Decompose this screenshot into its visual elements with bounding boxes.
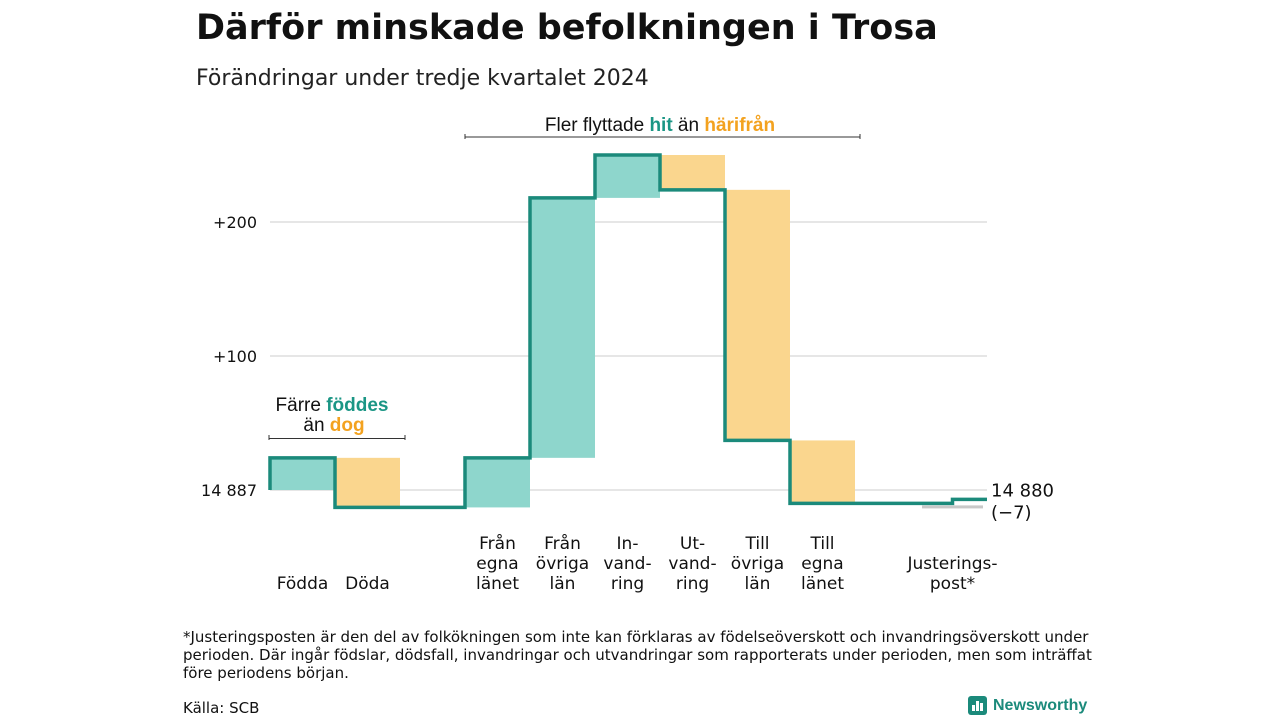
x-category-label: Födda	[277, 574, 329, 594]
x-category-label-line: Födda	[277, 574, 329, 594]
annotation-text-part: föddes	[326, 395, 388, 416]
end-value-label: 14 880	[991, 480, 1054, 501]
x-category-label-line: egna	[476, 554, 518, 574]
bar-in	[530, 197, 595, 458]
bar-in	[595, 155, 660, 198]
bar-adjustment	[922, 505, 983, 509]
x-category-label: In-vand-ring	[603, 534, 651, 594]
annotation-text-part: hit	[649, 115, 673, 136]
x-category-label: Till övriga län	[731, 534, 784, 594]
bar-out	[725, 189, 790, 441]
cumulative-step-line	[268, 153, 987, 510]
bar-in	[465, 457, 530, 508]
annotation-migration-bracket	[464, 134, 861, 139]
end-change-label: (−7)	[991, 502, 1032, 523]
annotation-text-part: dog	[330, 415, 365, 436]
x-category-label-line: Från	[544, 533, 581, 554]
annotation-birth-bracket	[268, 435, 406, 440]
brand-logo: Newsworthy	[968, 696, 1087, 715]
x-category-label-line: Till	[744, 534, 769, 554]
bar-out	[335, 457, 400, 508]
x-category-label-line: vand-	[668, 554, 716, 574]
x-category-label-line: övriga	[731, 554, 784, 574]
annotation-text-part: än	[673, 115, 705, 136]
annotation-birth-line2: än dog	[303, 415, 364, 436]
annotation-birth-line1: Färre föddes	[276, 395, 389, 416]
brand-name: Newsworthy	[993, 696, 1088, 714]
x-category-label: Från egna länet	[476, 533, 519, 594]
x-category-label-line: Till	[809, 534, 834, 554]
x-category-label-line: ring	[676, 574, 709, 594]
x-category-label: Från övriga län	[536, 533, 589, 594]
x-category-label: Ut-vand-ring	[668, 534, 716, 594]
x-category-label-line: länet	[801, 574, 844, 594]
y-tick-label: +200	[213, 213, 257, 232]
x-category-label: Döda	[345, 574, 390, 594]
x-category-label: Justerings-post*	[906, 554, 997, 594]
annotation-text-part: härifrån	[704, 115, 775, 136]
bar-in	[270, 457, 335, 490]
x-category-label-line: ring	[611, 574, 644, 594]
x-category-label-line: länet	[476, 574, 519, 594]
annotation-migration: Fler flyttade hit än härifrån	[545, 115, 775, 136]
x-category-label-line: län	[745, 574, 771, 594]
bar-out	[660, 155, 725, 190]
chart-title: Därför minskade befolkningen i Trosa	[196, 8, 938, 48]
x-category-label-line: Döda	[345, 574, 390, 594]
start-value-label: 14 887	[201, 481, 257, 500]
annotation-text-part: Färre	[276, 395, 327, 416]
x-category-label-line: Justerings-	[906, 554, 997, 574]
annotation-text-part: Fler flyttade	[545, 115, 650, 136]
footnote: *Justeringsposten är den del av folkökni…	[183, 628, 1092, 682]
chart-subtitle: Förändringar under tredje kvartalet 2024	[196, 66, 649, 91]
source-note: Källa: SCB	[183, 699, 260, 717]
bar-out	[790, 440, 855, 504]
x-category-label-line: In-	[617, 534, 639, 554]
x-category-label-line: vand-	[603, 554, 651, 574]
x-category-label-line: län	[550, 574, 576, 594]
annotation-text-part: än	[303, 415, 329, 436]
x-category-label-line: Ut-	[680, 534, 705, 554]
x-category-label-line: övriga	[536, 554, 589, 574]
x-category-label-line: egna	[801, 554, 843, 574]
y-tick-label: +100	[213, 347, 257, 366]
x-category-label: Till egna länet	[801, 534, 844, 594]
x-category-label-line: post*	[930, 574, 975, 594]
bar-chart-icon	[968, 696, 987, 715]
x-category-label-line: Från	[479, 533, 516, 554]
